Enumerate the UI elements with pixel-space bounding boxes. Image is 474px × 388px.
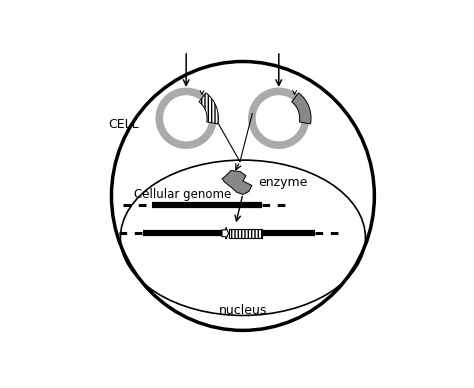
Polygon shape xyxy=(222,171,252,194)
Text: enzyme: enzyme xyxy=(258,176,307,189)
Wedge shape xyxy=(199,93,219,124)
Bar xyxy=(228,229,262,238)
Text: CELL: CELL xyxy=(109,118,139,131)
Text: Cellular genome: Cellular genome xyxy=(134,188,231,201)
Wedge shape xyxy=(292,93,311,124)
Text: nucleus: nucleus xyxy=(219,305,267,317)
Polygon shape xyxy=(222,227,228,239)
